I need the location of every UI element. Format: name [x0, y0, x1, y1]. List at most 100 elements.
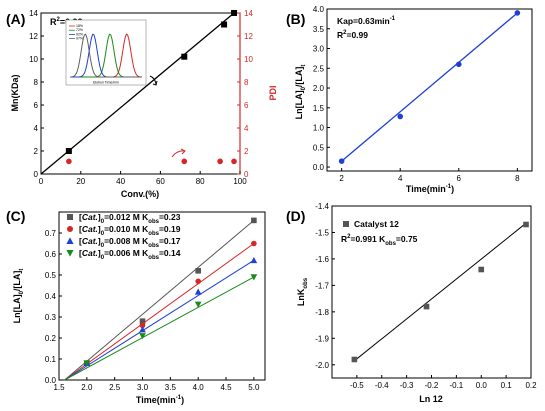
panel-b-ytick-label: 1.0: [313, 124, 325, 133]
subscript: obs: [148, 219, 159, 225]
panel-c-legend-entry: [Cat.]0=0.006 M Kobs=0.14: [79, 248, 181, 261]
panel-d-data-point: [423, 303, 430, 310]
panel-d-ytick-label: -1.6: [315, 255, 329, 264]
panel-a-pdi-arrowhead: [180, 148, 186, 155]
panel-a-xlabel: Conv.(%): [121, 189, 159, 199]
panel-c-ytick-label: 0.6: [45, 250, 57, 259]
panel-d-data-point: [523, 221, 529, 228]
legend-bracket: ]: [98, 236, 101, 246]
panel-b-data-point: [455, 61, 462, 68]
panel-c-data-point: [139, 333, 146, 340]
subscript: 0: [19, 290, 25, 294]
panel-a-y2tick-label: 6: [244, 101, 249, 110]
panel-a-mn-point: [65, 148, 72, 154]
ylabel-text: LnK: [296, 288, 306, 306]
ylabel-text: /[LA]: [294, 67, 304, 88]
panel-a-mn-point: [221, 21, 228, 28]
panel-a-mn-point: [181, 53, 188, 60]
xlabel-text: Time(min: [136, 395, 176, 405]
panel-d-xtick-label: -0.2: [425, 381, 439, 390]
superscript: -1: [390, 16, 396, 22]
panel-d-annotation: R2=0.991 Kobs=0.75: [341, 234, 418, 247]
panel-b-ytick-label: 3.0: [313, 45, 325, 54]
panel-a-pdi-point: [66, 158, 72, 165]
panel-a-y2tick-label: 4: [244, 124, 249, 133]
panel-a-inset-gpc-curve: [69, 33, 142, 78]
panel-c-fit-line: [64, 243, 255, 381]
panel-d-legend-label: Catalyst 12: [354, 219, 399, 229]
panel-a-y2label: PDI: [268, 85, 278, 100]
panel-b-xtick-label: 8: [515, 174, 520, 183]
legend-cat: Cat.: [82, 212, 98, 222]
panel-b-ytick-label: 1.5: [313, 104, 325, 113]
panel-c-data-point: [194, 301, 202, 308]
panel-d-data-point: [478, 266, 485, 273]
panel-a-xtick-label: 60: [156, 177, 165, 186]
annotation-text: =0.991 K: [350, 234, 386, 244]
superscript: 2: [57, 17, 61, 23]
subscript: 0: [101, 255, 105, 261]
panel-c-ytick-label: 0.4: [45, 292, 57, 301]
panel-c-legend-marker: [67, 226, 73, 232]
panel-b-kap-annotation: Kap=0.63min-1: [337, 16, 396, 26]
panel-a-ytick-label: 10: [29, 55, 38, 64]
panel-label: (B): [286, 11, 305, 27]
legend-value: =0.23: [159, 212, 181, 222]
panel-c-xtick-label: 2.5: [109, 383, 121, 392]
r-letter: R: [341, 234, 347, 244]
panel-d-ytick-label: -2.0: [315, 361, 329, 370]
panel-a-xtick-label: 40: [116, 177, 125, 186]
panel-b-xtick-label: 2: [339, 174, 344, 183]
panel-a-y2tick-label: 14: [244, 9, 253, 18]
r2-value: =0.99: [346, 30, 368, 40]
panel-d-ytick-label: -1.7: [315, 281, 329, 290]
panel-a-mn-arrowhead: [152, 80, 158, 86]
panel-c-xtick-label: 1.5: [53, 383, 65, 392]
panel-a-pdi-point: [181, 158, 188, 165]
panel-d-ytick-label: -1.9: [315, 334, 329, 343]
panel-c-legend-marker: [66, 250, 74, 257]
subscript: obs: [148, 255, 159, 261]
panel-d-ytick-label: -1.4: [315, 202, 329, 211]
panel-d-xtick-label: -0.4: [375, 381, 389, 390]
legend-bracket: [: [79, 236, 82, 246]
panel-b-xtick-label: 4: [398, 174, 403, 183]
panel-a-inset-legend-label: 92%: [76, 32, 83, 36]
superscript: 2: [347, 234, 351, 240]
ylabel-text: Ln[LA]: [12, 294, 22, 323]
panel-d-xtick-label: 0.2: [525, 381, 537, 390]
panel-c-data-point: [194, 288, 202, 295]
panel-c-data-point: [251, 217, 257, 224]
panel-c-fit-line: [64, 220, 255, 381]
legend-value: =0.14: [159, 248, 181, 258]
legend-text: =0.012 M K: [104, 212, 149, 222]
legend-bracket: [: [79, 224, 82, 234]
panel-c-xtick-label: 4.0: [193, 383, 205, 392]
panel-c-legend-marker: [67, 214, 73, 220]
panel-a-inset-legend-label: 97%: [76, 37, 83, 41]
panel-b-data-point: [514, 10, 521, 16]
panel-c-ytick-label: 0.1: [45, 355, 57, 364]
panel-d-fit-line: [354, 222, 527, 362]
panel-a-fit-line: [40, 12, 235, 175]
panel-b-data-point: [338, 158, 345, 164]
panel-a-pdi-arrow: [171, 150, 186, 158]
subscript: 0: [301, 86, 307, 90]
panel-c-xtick-label: 2.0: [81, 383, 93, 392]
subscript: obs: [385, 241, 396, 247]
panel-a-ytick-label: 2: [34, 147, 39, 156]
panel-c-ylabel: Ln[LA]0/[LA]t: [12, 269, 25, 324]
subscript: 0: [101, 219, 105, 225]
panel-c-data-point: [195, 278, 201, 285]
panel-c-xtick-label: 3.5: [165, 383, 177, 392]
legend-cat: Cat.: [82, 248, 98, 258]
panel-c-data-point: [83, 360, 91, 367]
legend-cat: Cat.: [82, 224, 98, 234]
panel-b-fit-line: [341, 12, 518, 162]
legend-bracket: ]: [98, 212, 101, 222]
legend-bracket: [: [79, 248, 82, 258]
r-letter: R: [50, 17, 57, 27]
panel-a-y2tick-label: 0: [244, 170, 249, 179]
panel-a-mn-arrow: [149, 75, 157, 85]
